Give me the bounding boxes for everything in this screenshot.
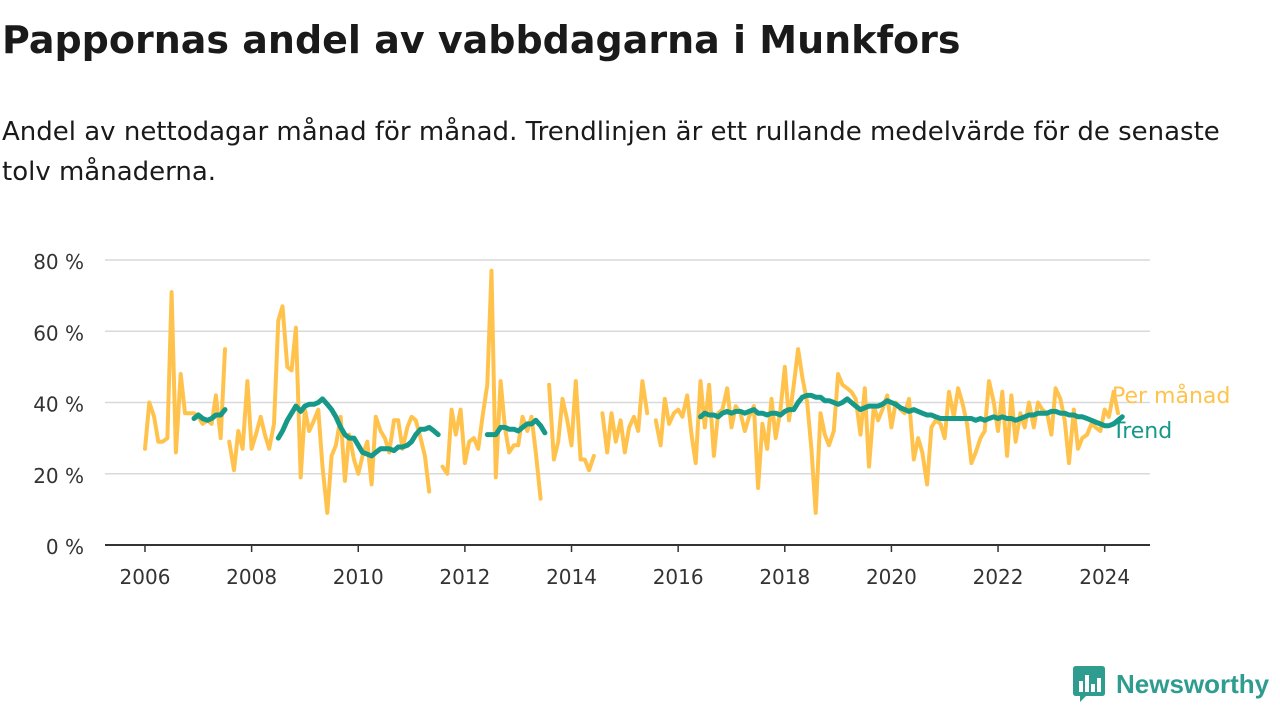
x-tick-label: 2024 xyxy=(1079,565,1130,589)
series-line-trend xyxy=(191,407,228,423)
series-labels: Per månad Trend xyxy=(1111,383,1230,444)
y-tick-label: 20 % xyxy=(33,464,84,488)
y-tick-label: 0 % xyxy=(46,535,84,559)
x-tick-label: 2022 xyxy=(973,565,1024,589)
series-line-per-manad xyxy=(653,347,1120,515)
x-tick-label: 2008 xyxy=(226,565,277,589)
chart-title: Pappornas andel av vabbdagarna i Munkfor… xyxy=(2,18,961,62)
x-tick-label: 2010 xyxy=(333,565,384,589)
series-line-per-manad xyxy=(143,290,227,455)
x-axis: 2006 2008 2010 2012 2014 2016 2018 2020 2022 2024 xyxy=(105,544,1150,589)
series-line-trend xyxy=(484,417,548,438)
x-tick-label: 2012 xyxy=(439,565,490,589)
brand-name: Newsworthy xyxy=(1116,668,1270,699)
bar-chart-icon xyxy=(1073,666,1105,702)
series-line-per-manad xyxy=(440,268,543,501)
series-line-trend xyxy=(698,392,1125,429)
series-line-per-manad xyxy=(227,304,432,515)
y-tick-label: 60 % xyxy=(33,321,84,345)
series-line-per-manad xyxy=(547,379,596,473)
series-label: Trend xyxy=(1111,419,1172,444)
x-tick-label: 2014 xyxy=(546,565,597,589)
y-tick-label: 40 % xyxy=(33,393,84,417)
series-line-trend xyxy=(275,396,441,459)
chart-subtitle: Andel av nettodagar månad för månad. Tre… xyxy=(2,117,1220,187)
brand-logo: Newsworthy xyxy=(1072,664,1269,704)
series-label: Per månad xyxy=(1112,383,1230,409)
x-tick-label: 2016 xyxy=(653,565,704,589)
x-tick-label: 2018 xyxy=(759,565,810,589)
x-tick-label: 2020 xyxy=(866,565,917,589)
series-lines xyxy=(143,268,1125,515)
y-tick-label: 80 % xyxy=(33,250,84,274)
series-line-per-manad xyxy=(600,379,650,455)
y-axis-ticks: 0 % 20 % 40 % 60 % 80 % xyxy=(33,250,84,559)
x-tick-label: 2006 xyxy=(120,565,171,589)
